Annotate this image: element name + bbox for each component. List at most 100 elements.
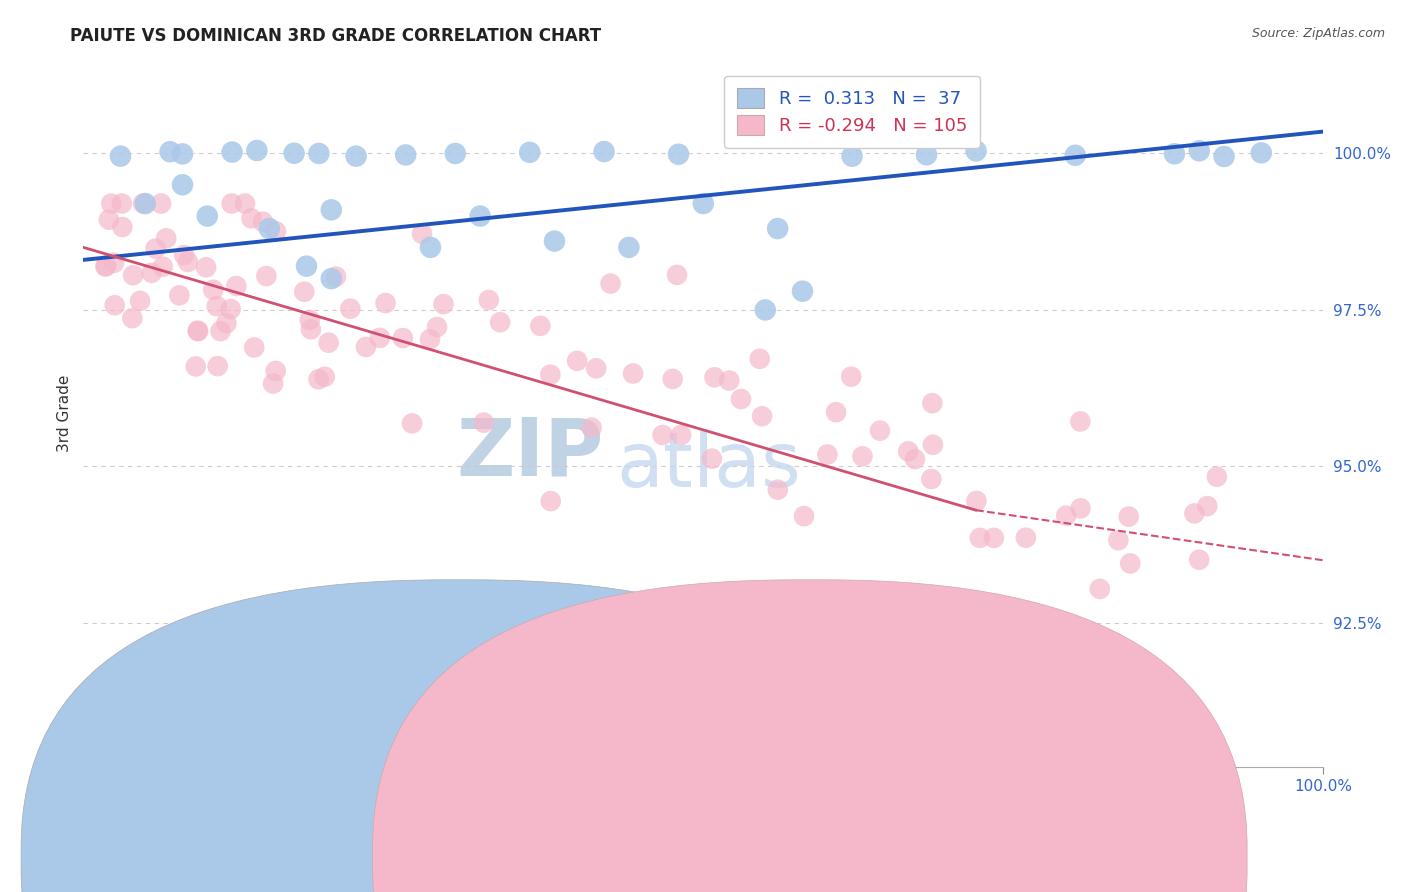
Point xyxy=(668,710,690,724)
Point xyxy=(825,405,848,419)
Point xyxy=(344,149,367,163)
Point xyxy=(111,220,134,235)
Point xyxy=(187,324,209,338)
Point xyxy=(621,367,644,381)
Point xyxy=(1107,533,1129,548)
Point xyxy=(730,392,752,406)
Point xyxy=(134,196,156,211)
Point xyxy=(599,277,621,291)
Point xyxy=(1070,501,1092,516)
Y-axis label: 3rd Grade: 3rd Grade xyxy=(58,375,72,452)
Point xyxy=(339,301,361,316)
Point xyxy=(240,211,263,226)
Text: Paiute: Paiute xyxy=(494,808,541,823)
Point xyxy=(219,302,242,317)
Point xyxy=(354,340,377,354)
Point xyxy=(593,145,616,159)
Point xyxy=(468,209,491,223)
Point xyxy=(921,438,943,452)
Point xyxy=(1015,531,1038,545)
Point xyxy=(717,615,740,630)
Point xyxy=(792,284,814,298)
Point xyxy=(419,240,441,254)
Point xyxy=(669,428,692,442)
Point xyxy=(904,452,927,467)
Point xyxy=(132,196,155,211)
Point xyxy=(965,144,987,158)
Point xyxy=(100,196,122,211)
Point xyxy=(254,269,277,284)
Point xyxy=(1213,149,1236,163)
Point xyxy=(617,240,640,254)
Point xyxy=(374,296,396,310)
Point xyxy=(94,260,117,274)
Point xyxy=(815,448,838,462)
Point xyxy=(221,196,243,211)
Point xyxy=(700,451,723,466)
Point xyxy=(703,370,725,384)
Point xyxy=(392,331,415,345)
Point xyxy=(129,293,152,308)
Point xyxy=(169,288,191,302)
Point xyxy=(1205,469,1227,483)
Point xyxy=(401,417,423,431)
Point xyxy=(478,293,501,307)
Point xyxy=(718,374,741,388)
Point xyxy=(215,316,238,330)
Legend: R =  0.313   N =  37, R = -0.294   N = 105: R = 0.313 N = 37, R = -0.294 N = 105 xyxy=(724,76,980,148)
Point xyxy=(195,260,218,275)
Point xyxy=(259,221,281,235)
Point xyxy=(172,178,194,192)
Point xyxy=(308,372,330,386)
Point xyxy=(766,483,789,497)
Point xyxy=(264,224,287,238)
Point xyxy=(314,369,336,384)
Point xyxy=(252,215,274,229)
Point xyxy=(209,324,232,338)
Point xyxy=(529,318,551,333)
Point xyxy=(444,146,467,161)
Point xyxy=(1184,507,1206,521)
Point xyxy=(426,320,449,334)
Point xyxy=(1064,148,1087,162)
Point xyxy=(969,531,991,545)
Point xyxy=(540,494,562,508)
Point xyxy=(692,196,714,211)
Point xyxy=(221,145,243,159)
Text: ZIP: ZIP xyxy=(457,415,605,493)
Point xyxy=(983,531,1005,545)
Point xyxy=(754,302,776,317)
Text: atlas: atlas xyxy=(616,429,801,503)
Point xyxy=(897,444,920,458)
Point xyxy=(1188,144,1211,158)
Point xyxy=(661,372,683,386)
Point xyxy=(419,332,441,346)
Text: Source: ZipAtlas.com: Source: ZipAtlas.com xyxy=(1251,27,1385,40)
Point xyxy=(225,279,247,293)
Point xyxy=(651,428,673,442)
Point xyxy=(489,315,512,329)
Point xyxy=(152,260,174,274)
Point xyxy=(841,149,863,163)
Point xyxy=(851,450,873,464)
Point xyxy=(262,376,284,391)
Point xyxy=(298,313,321,327)
Point xyxy=(1069,414,1091,428)
Point xyxy=(205,299,228,313)
Point xyxy=(839,369,862,384)
Point xyxy=(246,144,269,158)
Point xyxy=(121,311,143,326)
Point xyxy=(966,494,988,508)
Point xyxy=(1163,146,1185,161)
Point xyxy=(1197,499,1219,513)
Point xyxy=(184,359,207,374)
Point xyxy=(195,209,218,223)
Point xyxy=(264,364,287,378)
Point xyxy=(585,361,607,376)
Point xyxy=(173,248,195,262)
Point xyxy=(150,196,173,211)
Point xyxy=(318,335,340,350)
Point xyxy=(97,212,120,227)
Point xyxy=(921,396,943,410)
Point xyxy=(299,322,322,336)
